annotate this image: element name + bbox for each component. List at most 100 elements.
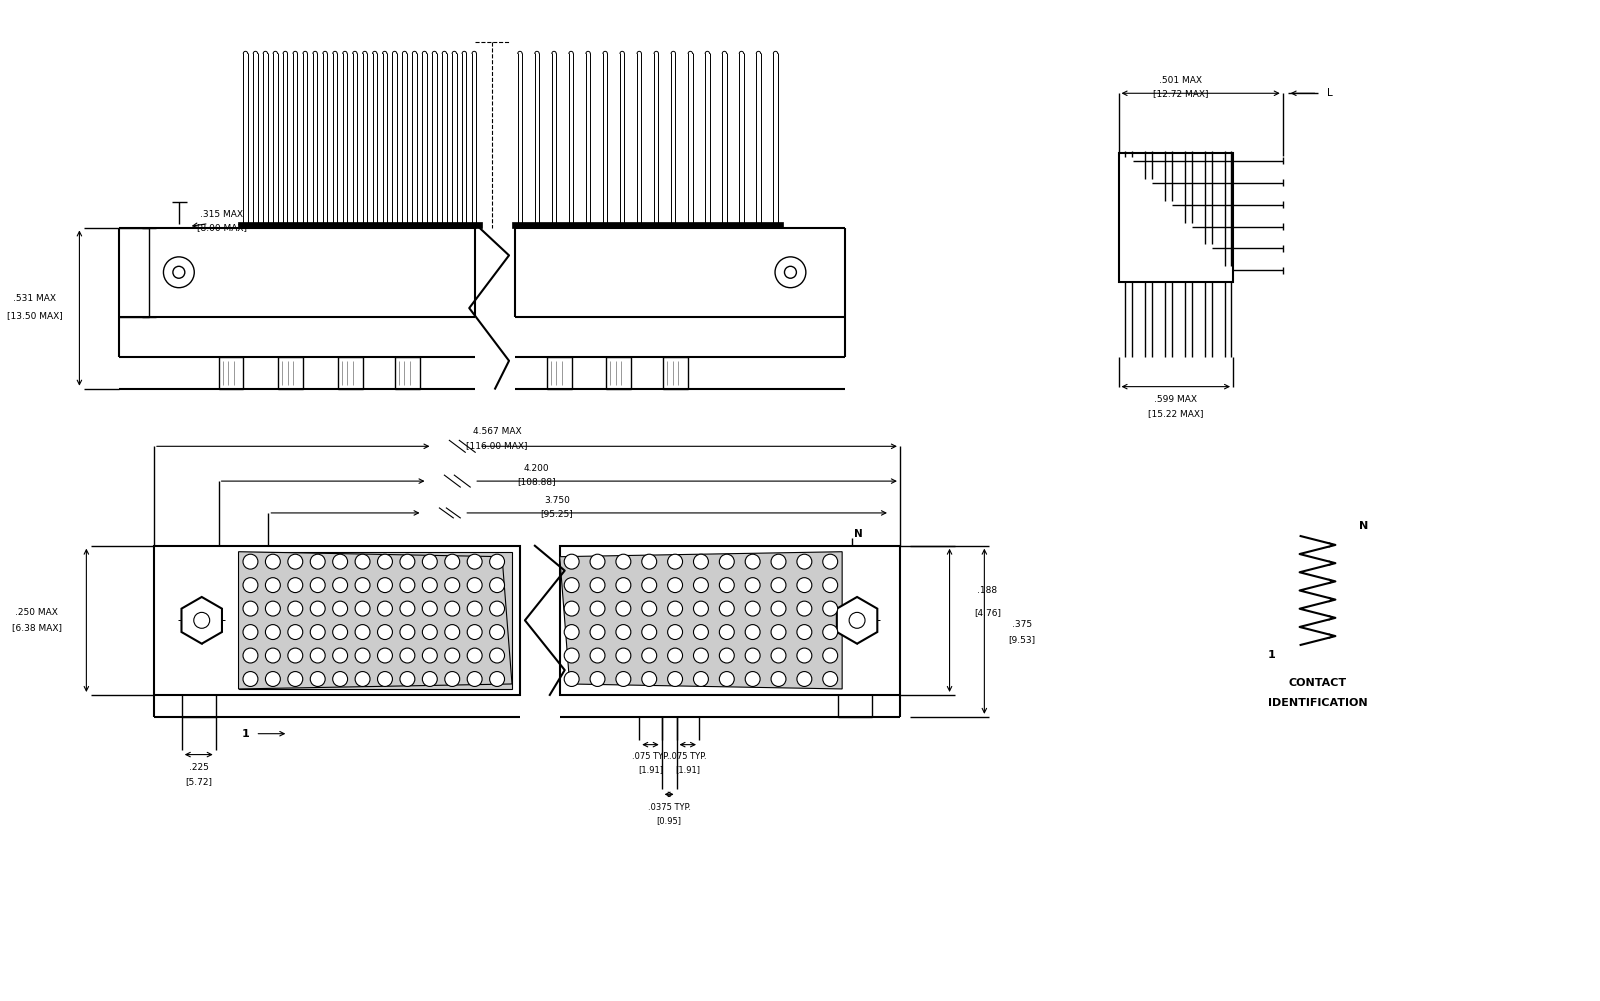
Circle shape	[378, 602, 392, 616]
Circle shape	[288, 602, 302, 616]
Circle shape	[422, 602, 437, 616]
Circle shape	[642, 672, 656, 687]
Circle shape	[565, 578, 579, 593]
Bar	[560, 546, 899, 695]
Circle shape	[616, 578, 630, 593]
Text: 3.750: 3.750	[544, 496, 570, 506]
Circle shape	[194, 613, 210, 629]
Circle shape	[467, 555, 482, 570]
Circle shape	[565, 555, 579, 570]
Bar	[278, 356, 302, 388]
Circle shape	[850, 613, 866, 629]
Circle shape	[266, 578, 280, 593]
Circle shape	[771, 648, 786, 663]
Circle shape	[400, 672, 414, 687]
Circle shape	[667, 625, 683, 640]
Circle shape	[797, 648, 811, 663]
Circle shape	[667, 648, 683, 663]
Text: 4.567 MAX: 4.567 MAX	[472, 426, 522, 435]
Polygon shape	[181, 597, 222, 644]
Circle shape	[720, 648, 734, 663]
Circle shape	[720, 602, 734, 616]
Circle shape	[445, 672, 459, 687]
Text: [12.72 MAX]: [12.72 MAX]	[1154, 89, 1208, 98]
Circle shape	[355, 648, 370, 663]
Circle shape	[467, 625, 482, 640]
Polygon shape	[238, 552, 512, 689]
Circle shape	[616, 602, 630, 616]
Circle shape	[163, 257, 194, 287]
Text: .225: .225	[189, 763, 208, 772]
Circle shape	[243, 648, 258, 663]
Circle shape	[310, 578, 325, 593]
Text: N: N	[854, 529, 862, 539]
Circle shape	[333, 672, 347, 687]
Circle shape	[310, 555, 325, 570]
Circle shape	[616, 625, 630, 640]
Circle shape	[490, 625, 504, 640]
Circle shape	[797, 578, 811, 593]
Circle shape	[784, 266, 797, 278]
Circle shape	[400, 578, 414, 593]
Circle shape	[822, 648, 838, 663]
Polygon shape	[560, 552, 842, 689]
Text: [4.76]: [4.76]	[974, 609, 1002, 618]
Circle shape	[693, 672, 709, 687]
Circle shape	[445, 648, 459, 663]
Text: .075 TYP.: .075 TYP.	[669, 752, 707, 761]
Text: CONTACT: CONTACT	[1288, 678, 1347, 688]
Text: .188: .188	[978, 586, 997, 595]
Circle shape	[797, 625, 811, 640]
Text: [6.38 MAX]: [6.38 MAX]	[11, 623, 62, 632]
Circle shape	[266, 672, 280, 687]
Circle shape	[642, 555, 656, 570]
Circle shape	[771, 555, 786, 570]
Circle shape	[720, 625, 734, 640]
Bar	[606, 356, 632, 388]
Circle shape	[422, 578, 437, 593]
Circle shape	[822, 555, 838, 570]
Circle shape	[565, 602, 579, 616]
Text: [8.00 MAX]: [8.00 MAX]	[197, 223, 246, 232]
Circle shape	[266, 648, 280, 663]
Bar	[512, 221, 784, 227]
Circle shape	[822, 672, 838, 687]
Bar	[238, 552, 512, 689]
Circle shape	[720, 672, 734, 687]
Text: 1: 1	[1267, 650, 1275, 660]
Circle shape	[565, 625, 579, 640]
Bar	[1118, 153, 1234, 282]
Text: [0.95]: [0.95]	[656, 816, 682, 825]
Text: [5.72]: [5.72]	[186, 777, 213, 786]
Circle shape	[288, 555, 302, 570]
Circle shape	[400, 625, 414, 640]
Circle shape	[467, 672, 482, 687]
Circle shape	[590, 602, 605, 616]
Bar	[338, 356, 363, 388]
Bar	[547, 356, 571, 388]
Bar	[237, 221, 482, 227]
Circle shape	[616, 555, 630, 570]
Circle shape	[490, 555, 504, 570]
Polygon shape	[837, 597, 877, 644]
Circle shape	[746, 578, 760, 593]
Circle shape	[333, 625, 347, 640]
Circle shape	[590, 625, 605, 640]
Circle shape	[173, 266, 186, 278]
Circle shape	[642, 648, 656, 663]
Circle shape	[243, 578, 258, 593]
Circle shape	[333, 648, 347, 663]
Circle shape	[355, 578, 370, 593]
Text: .375: .375	[1013, 620, 1032, 629]
Bar	[662, 356, 688, 388]
Circle shape	[378, 672, 392, 687]
Circle shape	[400, 648, 414, 663]
Circle shape	[400, 555, 414, 570]
Circle shape	[378, 648, 392, 663]
Circle shape	[746, 625, 760, 640]
Circle shape	[822, 578, 838, 593]
Circle shape	[490, 578, 504, 593]
Circle shape	[467, 602, 482, 616]
Circle shape	[445, 578, 459, 593]
Circle shape	[590, 578, 605, 593]
